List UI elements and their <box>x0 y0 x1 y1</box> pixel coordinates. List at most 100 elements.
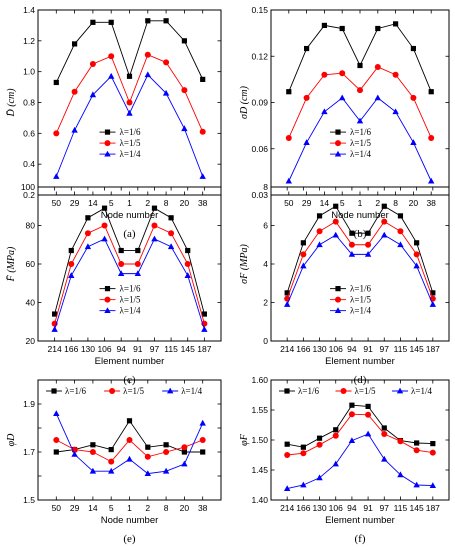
y-tick-label: 1.45 <box>251 465 268 475</box>
legend-label: λ=1/4 <box>120 306 141 316</box>
data-point <box>300 450 307 457</box>
y-tick-label: 1.2 <box>23 36 35 46</box>
data-point <box>374 64 381 71</box>
y-tick-label: 1.50 <box>251 435 268 445</box>
x-tick-label: 115 <box>394 344 408 354</box>
legend-marker <box>334 307 342 314</box>
legend-label: λ=1/4 <box>120 149 141 159</box>
data-point <box>339 70 346 77</box>
x-tick-label: 106 <box>97 344 111 354</box>
data-point <box>144 71 151 78</box>
x-tick-label: 29 <box>70 503 80 513</box>
x-tick-label: 5 <box>109 503 114 513</box>
data-point <box>381 425 387 431</box>
y-tick-label: 1.9 <box>23 399 35 409</box>
data-point <box>134 270 142 277</box>
data-point <box>300 240 306 246</box>
data-point <box>71 126 78 133</box>
data-point <box>284 452 291 458</box>
data-point <box>162 89 170 96</box>
data-point <box>364 430 372 437</box>
x-tick-label: 2 <box>145 503 150 513</box>
data-point <box>90 19 96 25</box>
data-point <box>303 139 310 145</box>
panel-caption: (a) <box>123 228 136 240</box>
x-axis-label: Node number <box>331 210 389 221</box>
panel-caption: (e) <box>123 533 136 545</box>
data-point <box>184 272 191 278</box>
data-point <box>181 460 188 467</box>
x-tick-label: 5 <box>109 198 114 208</box>
data-point <box>381 431 388 437</box>
data-point <box>85 215 91 221</box>
x-tick-label: 8 <box>393 198 398 208</box>
data-point <box>397 213 404 219</box>
data-point <box>53 173 60 179</box>
data-point <box>144 470 151 476</box>
x-tick-label: 38 <box>198 198 208 208</box>
data-point <box>117 270 125 277</box>
series-line <box>288 23 432 92</box>
y-tick-label: 2 <box>263 298 268 308</box>
x-tick-label: 2 <box>375 198 380 208</box>
legend-label: λ=1/6 <box>120 284 141 294</box>
series-1 <box>286 21 434 95</box>
series-3 <box>53 410 206 476</box>
legend-marker <box>51 388 57 394</box>
data-point <box>108 19 114 25</box>
data-point <box>108 467 115 474</box>
data-point <box>430 441 436 447</box>
series-1 <box>53 18 206 86</box>
x-tick-label: 91 <box>363 344 373 354</box>
y-tick-label: 80 <box>26 221 36 231</box>
x-tick-label: 106 <box>329 344 343 354</box>
data-point <box>108 458 115 465</box>
data-point <box>126 418 133 424</box>
y-axis-label: φD <box>6 433 17 447</box>
x-tick-label: 91 <box>133 344 143 354</box>
panel-caption: (b) <box>354 228 367 240</box>
x-tick-label: 2 <box>145 198 150 208</box>
data-point <box>53 410 60 416</box>
legend: λ=1/6λ=1/5λ=1/4 <box>330 127 371 159</box>
data-point <box>135 247 141 254</box>
data-point <box>144 51 151 58</box>
y-tick-label: 0.8 <box>23 98 35 108</box>
data-point <box>348 241 355 248</box>
data-point <box>428 89 434 95</box>
y-tick-label: 1.40 <box>251 495 268 505</box>
legend-marker <box>104 286 111 292</box>
series-2 <box>53 51 206 137</box>
data-point <box>144 453 151 460</box>
data-point <box>392 71 399 78</box>
x-tick-label: 97 <box>150 344 160 354</box>
data-point <box>181 87 188 94</box>
x-tick-label: 115 <box>164 344 178 354</box>
x-tick-label: 14 <box>88 503 98 513</box>
x-tick-label: 214 <box>48 344 62 354</box>
legend-label: λ=1/4 <box>350 149 371 159</box>
plot-frame <box>270 9 450 196</box>
data-point <box>68 272 75 278</box>
y-tick-label: 0 <box>263 336 268 346</box>
data-point <box>397 438 404 445</box>
legend-label: λ=1/6 <box>65 386 86 396</box>
x-tick-label: 20 <box>409 198 419 208</box>
data-point <box>108 53 115 60</box>
x-tick-label: 115 <box>394 503 408 513</box>
legend-marker <box>396 387 404 394</box>
y-tick-label: 0.06 <box>251 144 268 154</box>
data-point <box>162 467 170 474</box>
legend-marker <box>335 129 341 135</box>
x-tick-label: 187 <box>426 344 440 354</box>
data-point <box>90 442 96 448</box>
data-point <box>181 125 188 132</box>
data-point <box>332 460 339 467</box>
x-tick-label: 50 <box>52 503 62 513</box>
data-point <box>429 301 437 307</box>
data-point <box>68 247 74 254</box>
y-tick-label: 0.03 <box>251 190 268 200</box>
data-point <box>316 241 323 248</box>
